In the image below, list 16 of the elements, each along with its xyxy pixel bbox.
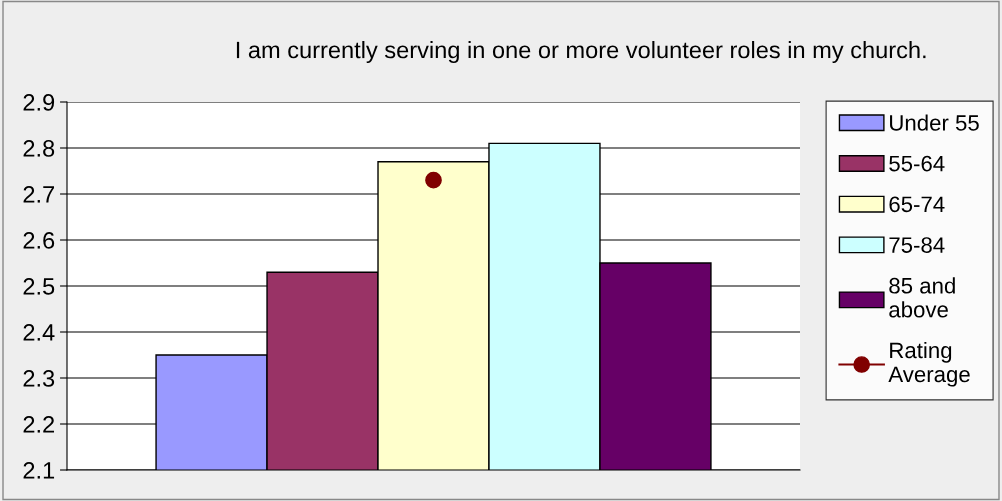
y-tick-label: 2.1 bbox=[23, 462, 55, 479]
y-tick-label: 2.4 bbox=[23, 324, 55, 341]
legend-label: Under 55 bbox=[890, 114, 979, 131]
y-tick-label: 2.9 bbox=[23, 94, 55, 111]
legend-label: 65-74 bbox=[889, 196, 945, 213]
chart-title: I am currently serving in one or more volunteer roles in my church. bbox=[236, 41, 926, 63]
legend-label: 85 and above bbox=[889, 277, 955, 318]
y-tick-label: 2.2 bbox=[23, 416, 55, 433]
y-tick-label: 2.6 bbox=[23, 232, 55, 249]
legend-label: 55-64 bbox=[889, 155, 945, 172]
y-tick-label: 2.7 bbox=[23, 186, 55, 203]
legend-label: 75-84 bbox=[889, 237, 945, 253]
y-tick-label: 2.3 bbox=[23, 370, 55, 387]
y-tick-label: 2.5 bbox=[23, 278, 55, 295]
legend-label: Rating Average bbox=[888, 341, 970, 387]
y-tick-label: 2.8 bbox=[23, 140, 55, 157]
